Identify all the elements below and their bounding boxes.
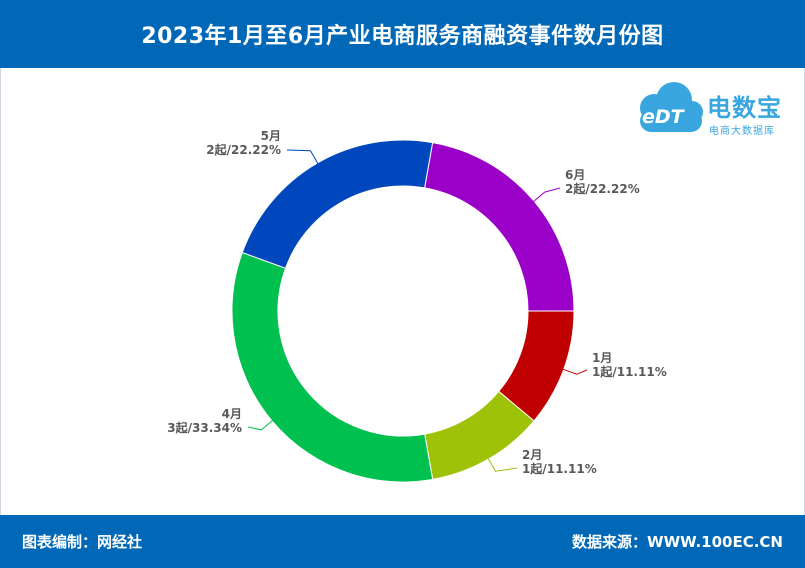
leader-line-4 — [286, 149, 319, 165]
leader-line-3 — [247, 419, 274, 431]
logo-brand: 电数宝 — [707, 94, 782, 122]
slice-label-1: 1月 — [592, 351, 612, 365]
slice-label-5: 6月 — [565, 168, 585, 182]
slice-label-4: 5月 — [261, 129, 281, 143]
logo-mark: eDT — [642, 106, 684, 128]
slice-value-label-3: 3起/33.34% — [167, 420, 242, 435]
footer-bar: 图表编制：网经社 数据来源：WWW.100EC.CN — [0, 515, 805, 568]
slice-label-2: 2月 — [522, 448, 542, 462]
leader-line-5 — [532, 187, 561, 203]
slice-value-label-4: 2起/22.22% — [206, 142, 281, 157]
slice-value-label-1: 1起/11.11% — [592, 364, 667, 379]
leader-line-2 — [487, 457, 518, 472]
slice-value-label-5: 2起/22.22% — [565, 181, 640, 196]
footer-credit: 图表编制：网经社 — [22, 533, 143, 551]
slice-value-label-2: 1起/11.11% — [522, 461, 597, 476]
donut-slice-4 — [241, 139, 434, 269]
chart-title: 2023年1月至6月产业电商服务商融资事件数月份图 — [141, 24, 664, 49]
header-bar: 2023年1月至6月产业电商服务商融资事件数月份图 — [0, 0, 805, 68]
footer-source: 数据来源：WWW.100EC.CN — [572, 533, 783, 551]
cloud-logo-icon — [640, 82, 703, 132]
donut-slice-3 — [231, 251, 434, 483]
donut-slice-5 — [424, 142, 575, 312]
donut-chart: 1月1起/11.11%2月1起/11.11%4月3起/33.34%5月2起/22… — [167, 129, 667, 483]
slice-label-3: 4月 — [222, 407, 242, 421]
logo-tagline: 电商大数据库 — [709, 126, 775, 137]
leader-line-1 — [561, 368, 588, 375]
logo: eDT 电数宝 电商大数据库 — [632, 80, 802, 140]
